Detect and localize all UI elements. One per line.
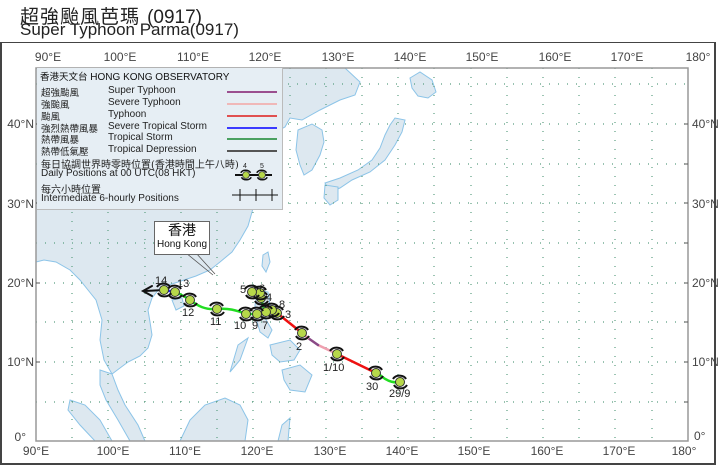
svg-text:1/10: 1/10	[323, 362, 344, 374]
legend-line-typhoon	[227, 115, 277, 117]
svg-text:150°E: 150°E	[466, 50, 499, 64]
left-axis-labels: 0° 10°N 20°N 30°N 40°N	[7, 117, 34, 444]
legend-six-hourly-en: Intermediate 6-hourly Positions	[41, 193, 179, 204]
typhoon-symbol-icon	[209, 301, 225, 317]
svg-text:110°E: 110°E	[177, 50, 209, 64]
title-english: Super Typhoon Parma(0917)	[20, 20, 239, 39]
typhoon-symbol-icon	[244, 284, 260, 300]
svg-text:170°E: 170°E	[611, 50, 644, 64]
svg-text:3: 3	[285, 309, 291, 321]
legend: 香港天文台 HONG KONG OBSERVATORY 超強颱風 Super Ty…	[37, 68, 283, 210]
hokkaido	[409, 71, 437, 99]
sumatra	[67, 399, 113, 442]
borneo	[179, 397, 249, 442]
typhoon-symbol-icon	[329, 346, 345, 362]
svg-text:8: 8	[279, 299, 285, 311]
svg-text:180°: 180°	[686, 50, 711, 64]
svg-text:150°E: 150°E	[458, 444, 491, 458]
svg-text:10°N: 10°N	[692, 355, 718, 369]
palawan	[229, 336, 250, 373]
svg-text:30°N: 30°N	[7, 197, 34, 211]
svg-text:10: 10	[234, 320, 246, 332]
svg-text:6: 6	[259, 283, 265, 295]
svg-text:130°E: 130°E	[314, 444, 347, 458]
svg-text:160°E: 160°E	[539, 50, 572, 64]
svg-text:12: 12	[182, 307, 194, 319]
bottom-axis-labels: 90°E 100°E 110°E 120°E 130°E 140°E 150°E…	[23, 444, 697, 458]
legend-daily-symbol: 4 5	[235, 163, 272, 181]
legend-line-tropical-storm	[227, 138, 277, 140]
title-chinese: 超強颱風芭瑪 (0917)	[20, 6, 202, 28]
svg-text:110°E: 110°E	[169, 444, 201, 458]
hong-kong-label: 香港 Hong Kong	[154, 221, 210, 255]
legend-line-severe-typhoon	[227, 103, 277, 105]
svg-text:90°E: 90°E	[35, 50, 61, 64]
typhoon-symbol-icon	[182, 292, 198, 308]
svg-text:11: 11	[210, 316, 221, 328]
svg-text:20°N: 20°N	[692, 276, 718, 290]
svg-text:40°N: 40°N	[7, 117, 34, 131]
svg-text:4: 4	[266, 292, 272, 304]
end-arrow-icon	[140, 285, 153, 297]
svg-text:30: 30	[366, 381, 378, 393]
typhoon-symbol-icon	[238, 306, 254, 322]
svg-text:180°: 180°	[672, 444, 697, 458]
svg-text:13: 13	[177, 278, 189, 290]
legend-header: 香港天文台 HONG KONG OBSERVATORY	[40, 72, 230, 83]
svg-text:14: 14	[155, 275, 167, 287]
svg-text:90°E: 90°E	[23, 444, 49, 458]
hong-kong-pointer	[185, 252, 216, 276]
svg-text:100°E: 100°E	[97, 444, 130, 458]
taiwan	[261, 251, 271, 274]
svg-text:40°N: 40°N	[692, 117, 718, 131]
svg-text:130°E: 130°E	[322, 50, 355, 64]
svg-text:160°E: 160°E	[531, 444, 564, 458]
svg-text:10°N: 10°N	[7, 355, 34, 369]
segment-super-typhoon-2	[306, 336, 320, 347]
svg-text:120°E: 120°E	[241, 444, 274, 458]
top-axis-labels: 90°E 100°E 110°E 120°E 130°E 140°E 150°E…	[35, 50, 711, 64]
map-frame	[0, 42, 716, 465]
legend-daily-zh: 每日協調世界時零時位置(香港時間上午八時)	[41, 160, 239, 171]
svg-text:170°E: 170°E	[603, 444, 636, 458]
svg-text:5: 5	[240, 284, 246, 296]
typhoon-symbol-icon	[368, 365, 384, 381]
sulawesi	[277, 416, 291, 442]
korea	[295, 123, 325, 176]
svg-text:5: 5	[260, 163, 264, 170]
svg-text:2: 2	[296, 341, 302, 353]
svg-text:140°E: 140°E	[386, 444, 419, 458]
svg-text:140°E: 140°E	[394, 50, 427, 64]
legend-line-tropical-depression	[227, 150, 277, 152]
typhoon-symbol-icon	[294, 325, 310, 341]
svg-text:0°: 0°	[15, 430, 27, 444]
svg-text:4: 4	[243, 163, 247, 170]
legend-line-super-typhoon	[227, 91, 277, 93]
plot-frame	[35, 67, 689, 442]
svg-text:0°: 0°	[694, 429, 706, 443]
visayas	[269, 339, 301, 363]
malay-peninsula	[99, 369, 146, 442]
daily-position-labels: 29/9 30 1/10 2 3 4 5 6 7 8 9 10 11 12 13…	[155, 275, 410, 400]
svg-text:20°N: 20°N	[7, 276, 34, 290]
svg-text:29/9: 29/9	[389, 388, 410, 400]
legend-daily-en: Daily Positions at 00 UTC(08 HKT)	[41, 168, 196, 179]
svg-text:100°E: 100°E	[104, 50, 137, 64]
svg-text:30°N: 30°N	[692, 197, 718, 211]
legend-six-hourly-zh: 每六小時位置	[41, 185, 101, 196]
right-axis-labels: 0° 10°N 20°N 30°N 40°N	[692, 117, 718, 443]
mindanao	[281, 364, 313, 393]
legend-line-severe-tropical-storm	[227, 127, 277, 129]
svg-text:120°E: 120°E	[249, 50, 282, 64]
japan	[324, 117, 406, 193]
svg-text:9: 9	[252, 320, 258, 332]
typhoon-symbol-icon	[392, 374, 408, 390]
legend-six-hourly-symbol	[232, 189, 278, 201]
svg-text:7: 7	[262, 320, 268, 332]
